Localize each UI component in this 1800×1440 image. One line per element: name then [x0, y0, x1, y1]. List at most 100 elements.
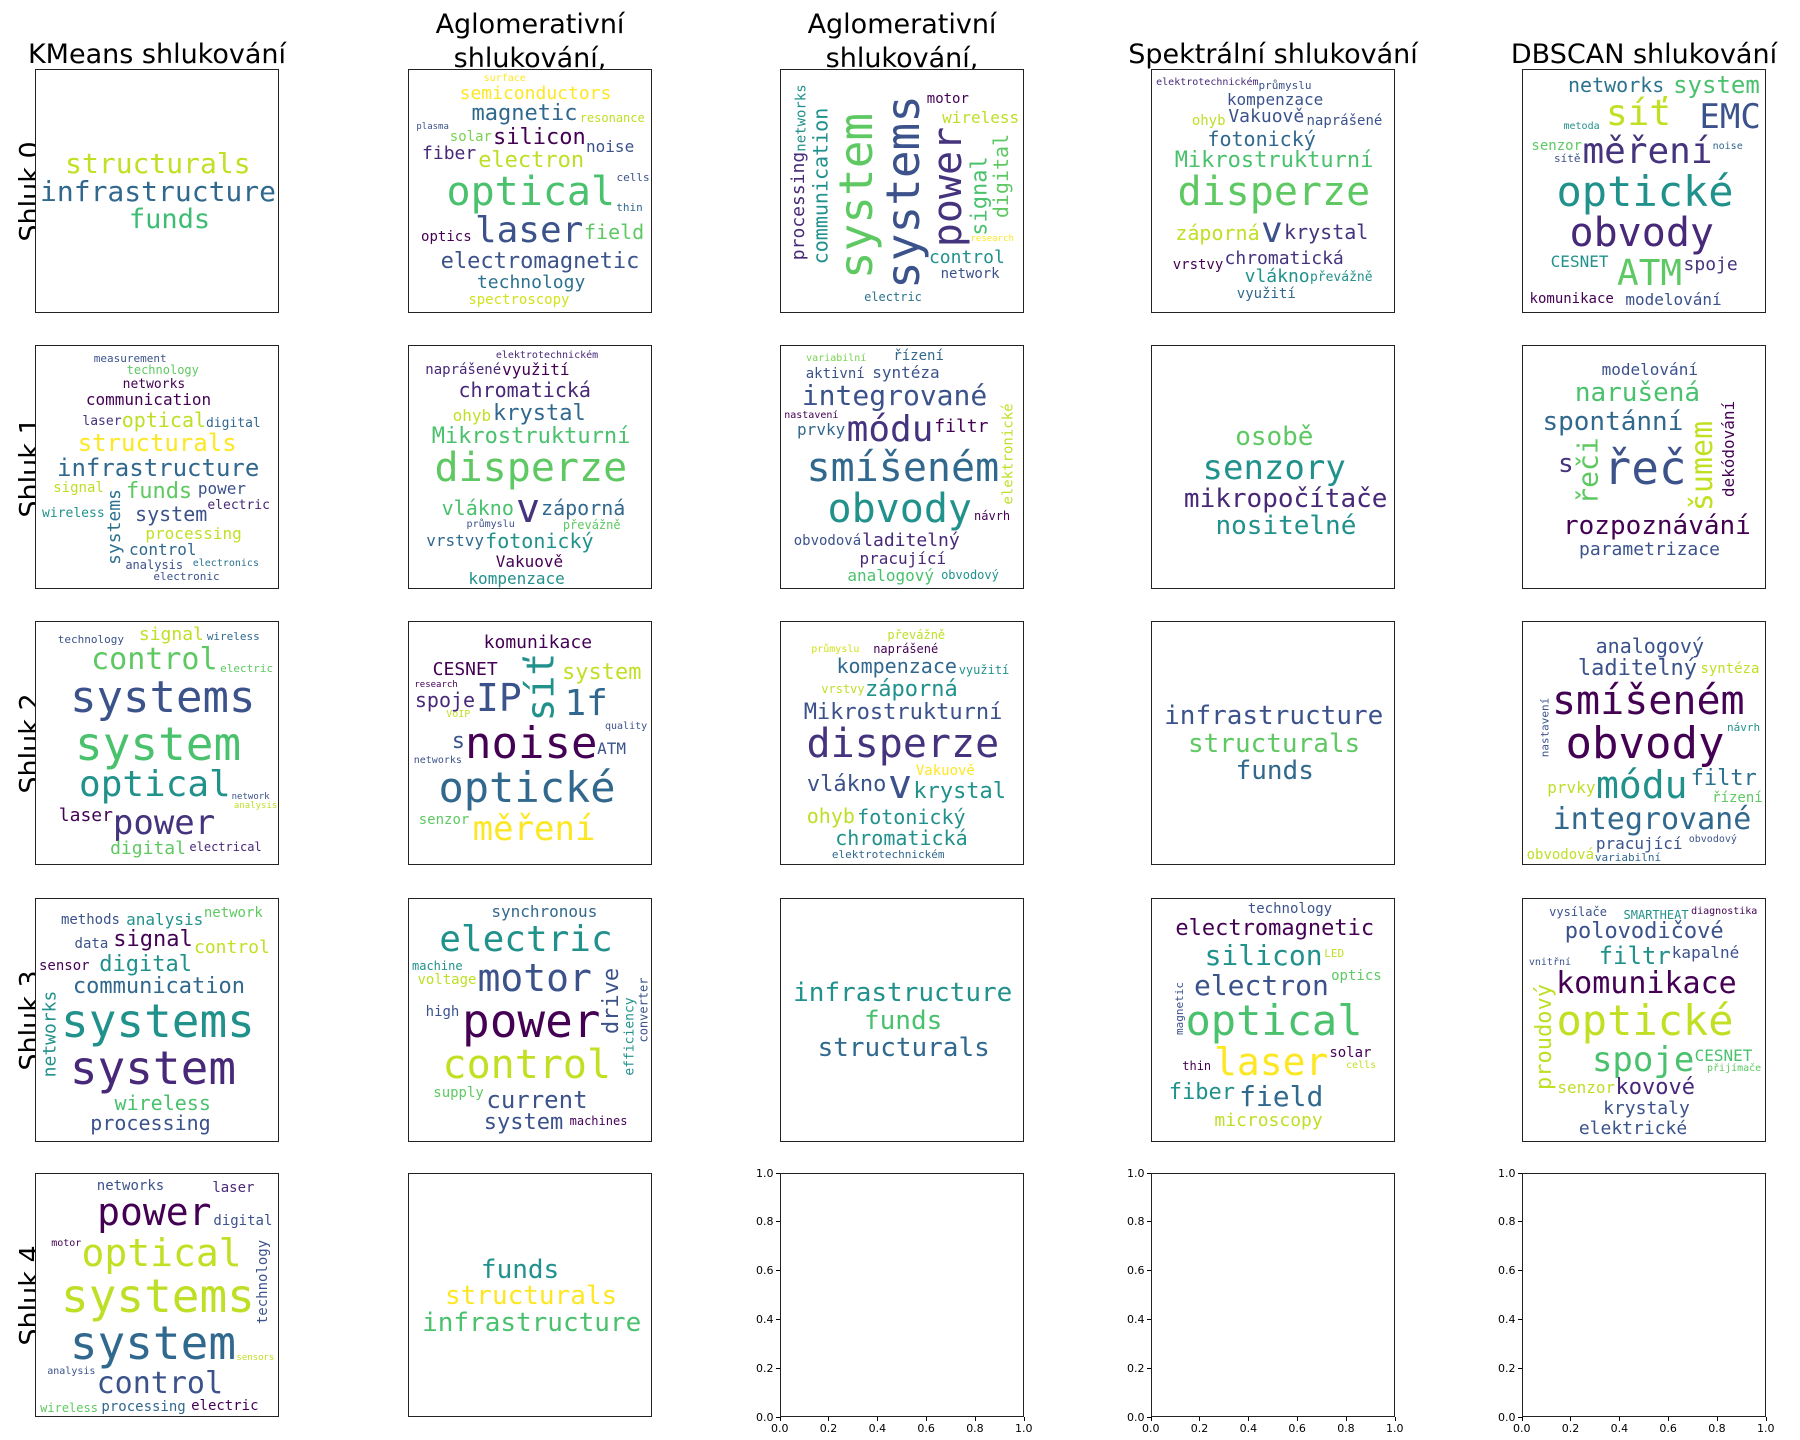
word: optické: [1556, 996, 1734, 1045]
word: laditelný: [1577, 656, 1698, 682]
x-tick-label: 1.0: [1386, 1422, 1404, 1435]
word: záporná: [541, 495, 626, 520]
word: digital: [989, 133, 1014, 219]
word: převážně: [1309, 270, 1373, 286]
word: šumem: [1685, 420, 1721, 511]
word: resonance: [579, 110, 645, 125]
word: spontánní: [1542, 407, 1684, 437]
word: kapalné: [1671, 943, 1740, 963]
word: krystaly: [1603, 1097, 1690, 1119]
word: technology: [476, 271, 586, 293]
y-tick-label: 0.0: [756, 1410, 774, 1424]
word: Vakuově: [495, 551, 564, 571]
wordcloud-panel-r3-c3: optical laser electron silicon field electrom…: [1151, 898, 1395, 1142]
wordcloud-panel-r0-c1: optical laser electron silicon electromagnet…: [408, 69, 652, 313]
word: control: [442, 1042, 612, 1089]
x-tick-mark: [1570, 1417, 1572, 1421]
word: power: [197, 479, 246, 499]
word: senzory: [1202, 448, 1346, 488]
word: převážně: [887, 627, 946, 642]
y-tick-mark: [1147, 1221, 1151, 1223]
x-tick-mark: [1248, 1417, 1250, 1421]
word: vrstvy: [426, 531, 485, 551]
y-tick-label: 0.0: [1127, 1410, 1145, 1424]
word: kompenzace: [1226, 89, 1324, 109]
word: spoje: [414, 688, 476, 713]
wordcloud-panel-r2-c1: noise optické síť IP 1f měření system s spoje kom…: [408, 621, 652, 865]
word: přijímače: [1707, 1062, 1762, 1074]
word: chromatická: [1224, 247, 1344, 269]
word: wireless: [40, 1401, 98, 1416]
word: voltage: [417, 972, 477, 989]
word: silicon: [492, 124, 586, 150]
x-tick-label: 0.6: [917, 1422, 935, 1435]
word: optical: [81, 1231, 242, 1276]
word: processing: [145, 523, 242, 543]
wordcloud-panel-r0-c3: disperze v Mikrostrukturní fotonický krystal…: [1151, 69, 1395, 313]
word: integrované: [1552, 802, 1752, 838]
word: infrastructure: [40, 175, 277, 208]
word: processing: [101, 1398, 186, 1415]
word: laser: [82, 413, 122, 429]
word: structurals: [817, 1032, 990, 1063]
word: vnitřní: [1528, 956, 1572, 968]
x-tick-mark: [925, 1417, 927, 1421]
word: kompenzace: [836, 654, 957, 679]
word: v: [888, 762, 913, 809]
word: průmyslu: [466, 519, 515, 531]
word: využití: [502, 359, 570, 379]
word: aktivní: [805, 365, 865, 382]
y-tick-mark: [776, 1318, 780, 1320]
word: využití: [1236, 286, 1296, 303]
word: obvody: [1565, 718, 1725, 769]
wordcloud-panel-r3-c0: systems system communication digital signal w…: [35, 898, 279, 1142]
word: elektrotechnickém: [831, 848, 945, 862]
y-tick-label: 1.0: [1127, 1166, 1145, 1180]
x-tick-mark: [1150, 1417, 1152, 1421]
word: digital: [205, 416, 261, 432]
x-tick-mark: [1199, 1417, 1201, 1421]
wordcloud-panel-r1-c0: infrastructure structurals funds system opti…: [35, 345, 279, 589]
word: system: [69, 1316, 237, 1371]
word: analysis: [233, 801, 278, 812]
y-tick-mark: [1518, 1172, 1522, 1174]
word: structurals: [445, 1281, 618, 1311]
y-tick-label: 0.2: [1127, 1361, 1145, 1375]
word: system: [135, 501, 208, 526]
x-tick-label: 1.0: [1757, 1422, 1775, 1435]
x-tick-mark: [828, 1417, 830, 1421]
y-tick-label: 0.6: [1127, 1264, 1145, 1278]
y-tick-label: 0.4: [756, 1312, 774, 1326]
word: analogový: [1595, 633, 1704, 658]
word: research: [414, 680, 458, 691]
wordcloud-panel-r2-c3: structurals funds infrastructure: [1151, 621, 1395, 865]
word: structurals: [1188, 729, 1361, 759]
word: control: [193, 937, 270, 959]
word: digital: [99, 951, 192, 977]
y-tick-mark: [776, 1367, 780, 1369]
wordcloud-panel-r2-c4: obvody smíšeném módu integrované laditelný fi…: [1522, 621, 1766, 865]
word: řízení: [1712, 789, 1763, 806]
word: power: [112, 803, 216, 844]
word: CESNET: [1694, 1045, 1753, 1065]
word: elektronické: [1000, 403, 1017, 505]
word: smíšeném: [1551, 678, 1745, 725]
word: krystal: [913, 778, 1007, 804]
y-tick-mark: [1147, 1367, 1151, 1369]
y-tick-mark: [1518, 1416, 1522, 1418]
word: krystal: [492, 400, 586, 426]
word: disperze: [806, 721, 1000, 767]
y-tick-label: 0.6: [756, 1264, 774, 1278]
empty-axes-r4-c2: [780, 1173, 1024, 1417]
x-tick-label: 0.4: [1610, 1422, 1629, 1435]
word: ohyb: [452, 405, 492, 425]
word: system: [69, 1041, 237, 1096]
word: řízení: [893, 348, 944, 365]
word: thin: [616, 200, 643, 214]
word: network: [203, 905, 263, 922]
word: control: [91, 642, 218, 678]
word: systems: [103, 489, 125, 566]
word: vlákno: [1244, 266, 1310, 287]
word: microscopy: [1214, 1109, 1323, 1131]
